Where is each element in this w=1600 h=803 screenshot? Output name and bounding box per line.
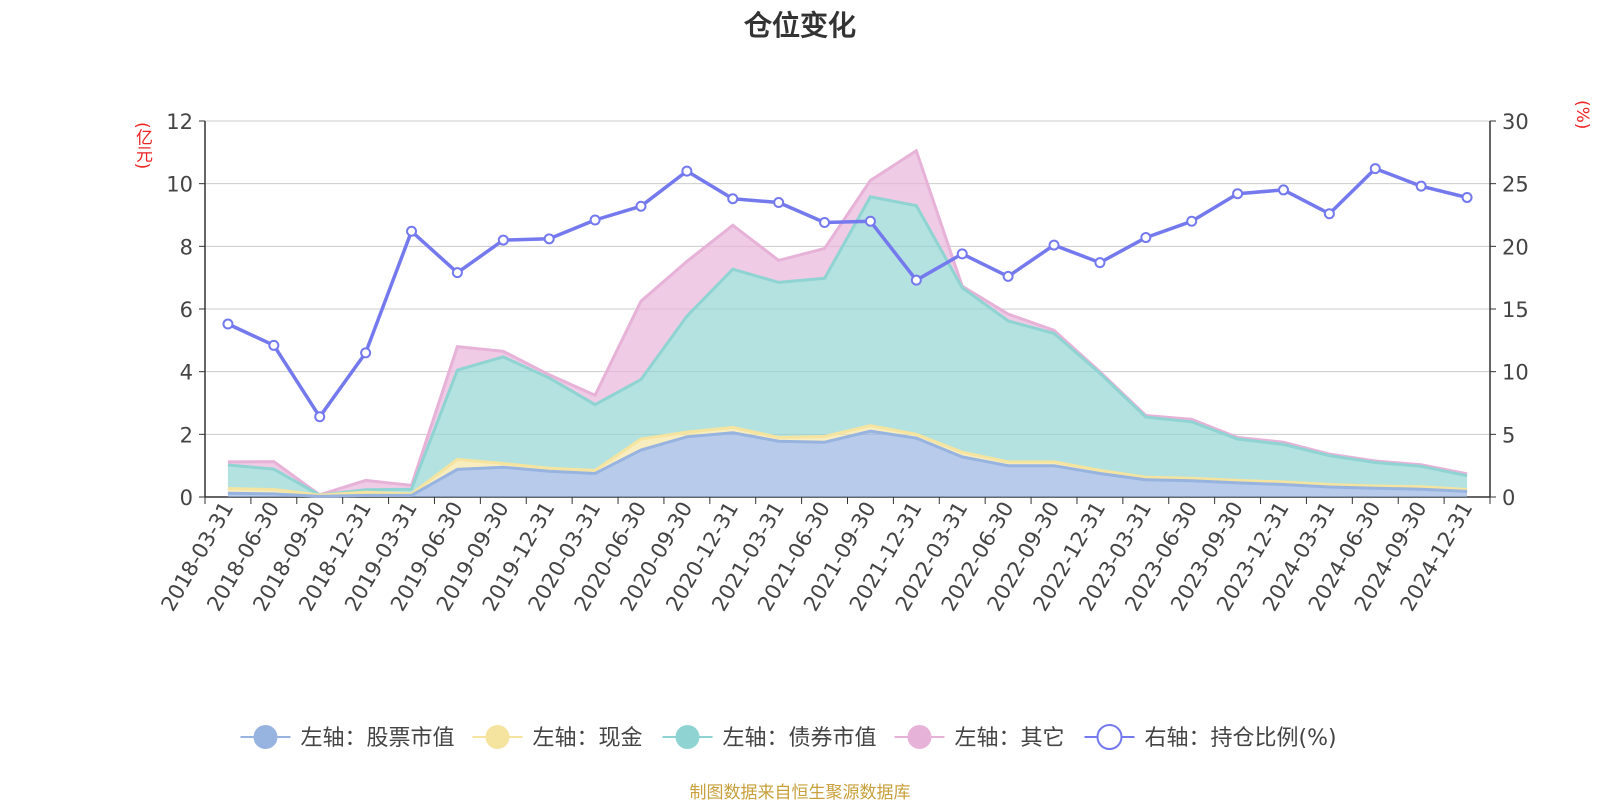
left-axis-tick-label: 8 bbox=[180, 235, 193, 259]
line-series bbox=[222, 163, 1473, 423]
legend-label: 左轴：现金 bbox=[533, 726, 643, 751]
ratio-point bbox=[543, 233, 555, 245]
legend-item[interactable]: 左轴：其它 bbox=[894, 725, 1065, 751]
area-fill bbox=[227, 150, 1468, 496]
legend-label: 左轴：其它 bbox=[955, 726, 1065, 751]
ratio-point bbox=[314, 411, 326, 423]
ratio-point bbox=[497, 234, 509, 246]
right-axis-tick-label: 10 bbox=[1502, 361, 1529, 385]
ratio-point bbox=[1140, 232, 1152, 244]
ratio-point bbox=[727, 193, 739, 205]
area-series bbox=[227, 148, 1468, 498]
ratio-point bbox=[956, 248, 968, 260]
ratio-point bbox=[819, 217, 831, 229]
ratio-point bbox=[1415, 180, 1427, 192]
left-axis-tick-label: 12 bbox=[166, 110, 193, 134]
right-axis-tick-label: 5 bbox=[1502, 423, 1515, 447]
legend-marker bbox=[1096, 724, 1123, 750]
ratio-point bbox=[268, 339, 280, 351]
ratio-point bbox=[864, 215, 876, 227]
ratio-point bbox=[406, 225, 418, 237]
legend-marker bbox=[485, 725, 510, 749]
right-axis-tick-label: 30 bbox=[1502, 110, 1529, 134]
ratio-point bbox=[360, 347, 372, 359]
ratio-point bbox=[1369, 163, 1381, 175]
area-edge bbox=[227, 195, 1468, 497]
ratio-point bbox=[681, 165, 693, 177]
ratio-point bbox=[222, 318, 234, 330]
left-axis-tick-label: 4 bbox=[180, 361, 193, 385]
left-axis-tick-label: 10 bbox=[166, 173, 193, 197]
ratio-point bbox=[773, 196, 785, 208]
ratio-point bbox=[1277, 184, 1289, 196]
right-axis-tick-label: 20 bbox=[1502, 235, 1529, 259]
legend-item[interactable]: 左轴：股票市值 bbox=[240, 725, 455, 751]
right-axis-tick-label: 0 bbox=[1502, 486, 1515, 510]
right-axis-tick-label: 25 bbox=[1502, 173, 1529, 197]
legend-item[interactable]: 左轴：现金 bbox=[472, 725, 643, 751]
ratio-point bbox=[1094, 257, 1106, 269]
area-edge bbox=[227, 429, 1468, 498]
legend-marker bbox=[907, 725, 932, 749]
legend-marker bbox=[675, 725, 700, 749]
area-edge bbox=[227, 424, 1468, 497]
left-axis-unit: (亿元) bbox=[132, 122, 152, 170]
ratio-point bbox=[1186, 215, 1198, 227]
legend-marker bbox=[253, 725, 278, 749]
left-axis-tick-label: 2 bbox=[180, 423, 193, 447]
ratio-point bbox=[635, 200, 647, 212]
ratio-point bbox=[1002, 270, 1014, 282]
right-axis-tick-label: 15 bbox=[1502, 298, 1529, 322]
chart-title: 仓位变化 bbox=[743, 9, 856, 42]
legend-item[interactable]: 右轴：持仓比例(%) bbox=[1084, 724, 1337, 751]
legend-label: 左轴：股票市值 bbox=[301, 726, 455, 751]
ratio-point bbox=[589, 214, 601, 226]
ratio-point bbox=[1048, 239, 1060, 251]
ratio-line bbox=[227, 166, 1468, 419]
ratio-point bbox=[910, 274, 922, 286]
left-axis-tick-label: 0 bbox=[180, 486, 193, 510]
area-fill bbox=[227, 196, 1468, 496]
ratio-point bbox=[451, 267, 463, 279]
data-source-note: 制图数据来自恒生聚源数据库 bbox=[689, 783, 911, 803]
left-axis-tick-label: 6 bbox=[180, 298, 193, 322]
area-edge bbox=[227, 148, 1468, 497]
right-axis-unit: (%) bbox=[1572, 100, 1592, 130]
legend-label: 左轴：债券市值 bbox=[723, 726, 877, 751]
ratio-point bbox=[1461, 191, 1473, 203]
ratio-point bbox=[1323, 208, 1335, 220]
legend-label: 右轴：持仓比例(%) bbox=[1145, 726, 1337, 751]
legend-item[interactable]: 左轴：债券市值 bbox=[662, 725, 877, 751]
legend[interactable]: 左轴：股票市值 左轴：现金 左轴：债券市值 左轴：其它 右轴：持仓比例(%) bbox=[240, 724, 1337, 751]
ratio-point bbox=[1232, 188, 1244, 200]
